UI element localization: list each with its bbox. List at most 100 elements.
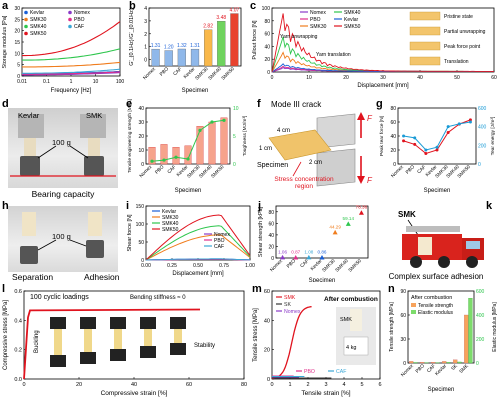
legend-label: CAF xyxy=(74,24,84,30)
value-label: 1.08 xyxy=(304,249,313,254)
y-tick-label: 25 xyxy=(14,17,20,23)
y-axis-label: Peak tear force [N] xyxy=(379,116,385,156)
data-point xyxy=(280,255,285,259)
y2-tick-label: 400 xyxy=(478,125,487,131)
pointer-line xyxy=(38,240,56,250)
tear-energy-point xyxy=(458,122,461,125)
y-tick-label: 20 xyxy=(264,57,270,63)
adhesion-photo: 100 g xyxy=(8,206,118,272)
panel-f: f Mode III crack 4 cm 1 cm 2 cm Specimen… xyxy=(255,98,375,200)
category-label: SMK50 xyxy=(220,66,236,82)
y-axis-label: Elastic modulus [MPa] xyxy=(492,302,498,352)
category-label: CAF xyxy=(172,66,183,77)
legend-label: SMK30 xyxy=(310,24,327,30)
weight-label: 4 kg xyxy=(346,345,356,351)
bar xyxy=(178,49,186,66)
value-label: 3.48 xyxy=(216,15,226,21)
value-label: 0.87 xyxy=(291,249,300,254)
legend-label: CAF xyxy=(214,244,224,250)
category-label: SMK40 xyxy=(334,258,350,274)
chart-title: 100 cyclic loadings xyxy=(30,294,89,301)
legend-label: SMK50 xyxy=(344,24,361,30)
x-tick-label: 20 xyxy=(76,382,82,388)
data-point xyxy=(346,221,351,226)
peak-force-point xyxy=(436,149,439,152)
value-label: 1.20 xyxy=(164,45,174,51)
pointer-line xyxy=(70,146,88,158)
y-tick-label: 0.4 xyxy=(14,318,22,324)
y-tick-label: 80 xyxy=(390,106,396,112)
x-tick-label: 3 xyxy=(324,382,327,388)
y-axis-label: Shear force [N] xyxy=(127,214,133,251)
wheel xyxy=(466,256,478,268)
x-tick-label: 40 xyxy=(417,75,423,81)
clamp-bottom xyxy=(50,355,66,367)
x-tick-label: 60 xyxy=(491,75,497,81)
y-tick-label: 100 xyxy=(262,6,271,12)
legend-label: Nomex xyxy=(74,10,90,16)
legend-marker xyxy=(24,11,28,15)
toughness-point xyxy=(174,156,177,159)
x-axis-label: Specimen xyxy=(175,188,202,194)
category-label: SMK30 xyxy=(194,66,210,82)
stage-label: Partial unwrapping xyxy=(444,29,486,35)
y-tick-label: 40 xyxy=(264,44,270,50)
peak-force-point xyxy=(424,152,427,155)
panel-label: e xyxy=(126,98,132,110)
bar xyxy=(173,147,180,164)
specimen-photo xyxy=(114,329,122,349)
x-tick-label: 80 xyxy=(241,382,247,388)
category-label: PBO xyxy=(286,258,298,270)
x-tick-label: 100 xyxy=(116,79,125,85)
stage-label: Pristine state xyxy=(444,14,473,20)
bar-modulus xyxy=(458,362,462,363)
y-tick-label: 1 xyxy=(144,45,147,51)
x-axis-label: Compressive strain [%] xyxy=(101,390,168,397)
x-tick-label: 5 xyxy=(360,382,363,388)
y-axis-label: G'_{0.1Hz}/G'_{0.01Hz} xyxy=(129,8,135,66)
y-axis-label: Toughness [MJ/m³] xyxy=(242,116,248,157)
x-tick-label: 0.75 xyxy=(219,263,229,269)
y-tick-label: 20 xyxy=(138,134,144,140)
legend-label: Kevlar xyxy=(30,10,45,16)
legend-marker xyxy=(24,25,28,29)
x-tick-label: 60 xyxy=(186,382,192,388)
toughness-point xyxy=(186,157,189,160)
tag-label: SMK xyxy=(340,317,352,323)
force-down-head xyxy=(357,176,365,184)
y-axis-label: Tear energy [J/m²] xyxy=(490,117,496,156)
category-label: PBO xyxy=(159,66,171,78)
data-point xyxy=(359,210,364,215)
plot-frame xyxy=(398,108,476,164)
weight-label: 100 g xyxy=(52,138,71,147)
dim-label: 4 cm xyxy=(277,128,290,134)
y2-tick-label: 200 xyxy=(476,337,485,343)
x-tick-label: 10 xyxy=(93,79,99,85)
plot-frame xyxy=(408,291,474,363)
y-tick-label: 20 xyxy=(14,29,20,35)
category-label: PBO xyxy=(154,164,166,176)
panel-label: i xyxy=(126,200,129,212)
legend-marker xyxy=(68,25,72,29)
bar xyxy=(191,49,199,66)
y2-tick-label: 0 xyxy=(478,162,481,168)
y2-tick-label: 0 xyxy=(233,162,236,168)
bar-tensile xyxy=(420,362,424,363)
pointer-line xyxy=(38,146,56,158)
bar-tensile xyxy=(453,360,457,363)
data-point xyxy=(320,255,325,260)
y2-tick-label: 0 xyxy=(476,361,479,367)
y-tick-label: 0 xyxy=(271,256,274,262)
legend-label: SMK xyxy=(284,295,296,301)
category-label: SK xyxy=(450,363,459,372)
x-tick-label: 50 xyxy=(454,75,460,81)
y-tick-label: 10 xyxy=(14,51,20,57)
legend-marker xyxy=(68,18,72,22)
legend-marker xyxy=(68,11,72,15)
